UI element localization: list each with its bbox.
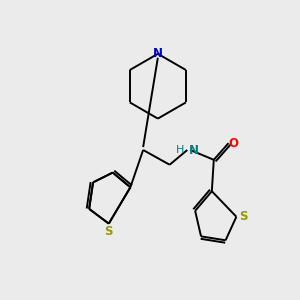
Text: S: S xyxy=(239,210,248,223)
Text: H: H xyxy=(176,145,184,155)
Text: O: O xyxy=(228,136,239,150)
Text: N: N xyxy=(153,47,163,60)
Text: N: N xyxy=(189,143,199,157)
Text: S: S xyxy=(104,225,113,238)
